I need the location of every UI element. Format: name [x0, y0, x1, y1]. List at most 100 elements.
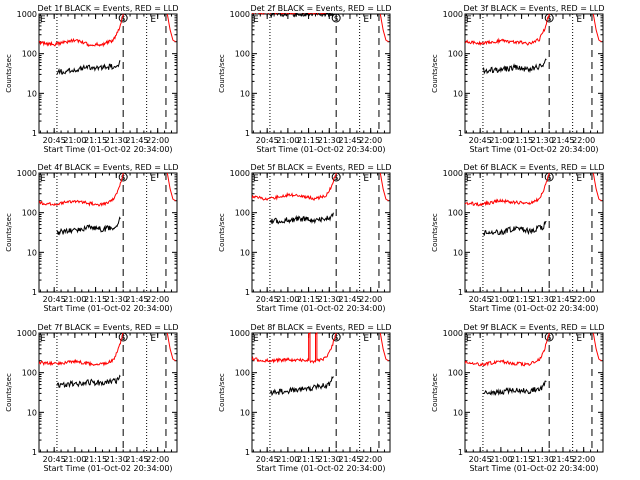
x-tick-label: 22:00 [146, 455, 169, 464]
x-tick-label: 21:15 [297, 136, 320, 145]
plot-frame [464, 332, 604, 453]
lld-series-line [592, 332, 602, 362]
lld-series-line [379, 332, 389, 362]
y-tick-label: 1000 [17, 10, 37, 19]
y-tick-label: 1 [245, 288, 250, 297]
plot-frame [251, 13, 391, 134]
lld-series-line [379, 172, 389, 202]
y-tick-label: 100 [235, 369, 250, 378]
x-tick-label: 20:45 [43, 295, 66, 304]
x-axis-label: Start Time (01-Oct-02 20:34:00) [469, 304, 598, 313]
y-tick-label: 100 [448, 369, 463, 378]
plot-frame [38, 13, 178, 134]
x-tick-label: 22:00 [359, 136, 382, 145]
panel-title: Det 8f BLACK = Events, RED = LLD [250, 323, 391, 332]
panel-title: Det 2f BLACK = Events, RED = LLD [250, 4, 391, 13]
x-tick-label: 22:00 [146, 136, 169, 145]
x-axis-label: Start Time (01-Oct-02 20:34:00) [256, 145, 385, 154]
y-tick-label: 10 [240, 89, 250, 98]
y-tick-label: 1 [458, 448, 463, 457]
panel-title: Det 7f BLACK = Events, RED = LLD [37, 323, 178, 332]
x-tick-label: 20:45 [256, 136, 279, 145]
panel-4: Det 4f BLACK = Events, RED = LLD 1 10 100 10… [5, 163, 179, 313]
y-tick-label: 100 [22, 50, 37, 59]
plot-frame [251, 172, 391, 293]
x-tick-label: 21:00 [63, 455, 86, 464]
x-tick-label: 21:00 [63, 295, 86, 304]
x-axis-label: Start Time (01-Oct-02 20:34:00) [43, 304, 172, 313]
y-tick-label: 10 [27, 408, 37, 417]
plot-frame [38, 332, 178, 453]
events-series-line [482, 58, 547, 75]
lld-series-line [592, 172, 602, 202]
y-tick-label: 10 [240, 248, 250, 257]
y-tick-label: 1000 [443, 10, 463, 19]
x-tick-label: 21:00 [489, 295, 512, 304]
panel-3: Det 3f BLACK = Events, RED = LLD 1 10 100 10… [431, 4, 605, 154]
x-tick-label: 22:00 [572, 136, 595, 145]
x-tick-label: 21:30 [531, 455, 554, 464]
y-tick-label: 1000 [230, 10, 250, 19]
x-tick-label: 20:45 [43, 455, 66, 464]
y-axis-label: Counts/sec [5, 213, 13, 252]
events-series-line [269, 212, 334, 225]
x-axis-label: Start Time (01-Oct-02 20:34:00) [256, 304, 385, 313]
y-tick-label: 1 [32, 448, 37, 457]
y-axis-label: Counts/sec [431, 213, 439, 252]
x-axis-label: Start Time (01-Oct-02 20:34:00) [43, 464, 172, 473]
x-axis-label: Start Time (01-Oct-02 20:34:00) [43, 145, 172, 154]
lld-series-line [592, 13, 602, 43]
x-tick-label: 21:45 [125, 136, 148, 145]
panel-title: Det 5f BLACK = Events, RED = LLD [250, 163, 391, 172]
lld-series-line [465, 13, 550, 46]
marker-flag: E [466, 15, 472, 25]
x-tick-label: 20:45 [469, 455, 492, 464]
x-tick-label: 21:00 [489, 136, 512, 145]
x-axis-label: Start Time (01-Oct-02 20:34:00) [256, 464, 385, 473]
x-tick-label: 21:15 [510, 455, 533, 464]
lld-series-line [252, 332, 337, 364]
events-series-line [482, 380, 547, 396]
x-axis-label: Start Time (01-Oct-02 20:34:00) [469, 145, 598, 154]
y-tick-label: 1000 [17, 329, 37, 338]
y-tick-label: 1 [245, 129, 250, 138]
panel-8: Det 8f BLACK = Events, RED = LLD 1 10 100 10… [218, 323, 392, 473]
x-tick-label: 21:00 [63, 136, 86, 145]
marker-flag: E [40, 334, 46, 344]
x-tick-label: 20:45 [256, 295, 279, 304]
y-tick-label: 100 [235, 50, 250, 59]
marker-flag: E [253, 334, 259, 344]
x-tick-label: 22:00 [572, 295, 595, 304]
events-series-line [482, 220, 547, 236]
marker-flag: E [363, 15, 369, 25]
x-tick-label: 21:30 [531, 295, 554, 304]
marker-flag: E [576, 15, 582, 25]
events-series-line [56, 60, 121, 75]
y-tick-label: 100 [448, 209, 463, 218]
x-tick-label: 20:45 [43, 136, 66, 145]
x-tick-label: 21:45 [551, 455, 574, 464]
x-tick-label: 21:45 [125, 295, 148, 304]
x-tick-label: 21:45 [551, 295, 574, 304]
y-tick-label: 100 [448, 50, 463, 59]
x-tick-label: 21:45 [338, 136, 361, 145]
lld-series-line [252, 13, 331, 16]
y-axis-label: Counts/sec [218, 213, 226, 252]
x-tick-label: 21:45 [338, 295, 361, 304]
y-tick-label: 100 [22, 209, 37, 218]
lld-series-line [39, 332, 124, 367]
y-axis-label: Counts/sec [431, 54, 439, 93]
marker-flag: E [150, 174, 156, 184]
y-tick-label: 10 [240, 408, 250, 417]
x-tick-label: 21:15 [297, 295, 320, 304]
y-axis-label: Counts/sec [431, 373, 439, 412]
x-tick-label: 20:45 [469, 136, 492, 145]
x-tick-label: 21:30 [318, 295, 341, 304]
plot-frame [464, 172, 604, 293]
y-tick-label: 1 [32, 288, 37, 297]
y-tick-label: 1000 [230, 329, 250, 338]
panel-6: Det 6f BLACK = Events, RED = LLD 1 10 100 10… [431, 163, 605, 313]
x-tick-label: 21:30 [105, 295, 128, 304]
lld-series-line [166, 13, 176, 43]
plot-frame [38, 172, 178, 293]
